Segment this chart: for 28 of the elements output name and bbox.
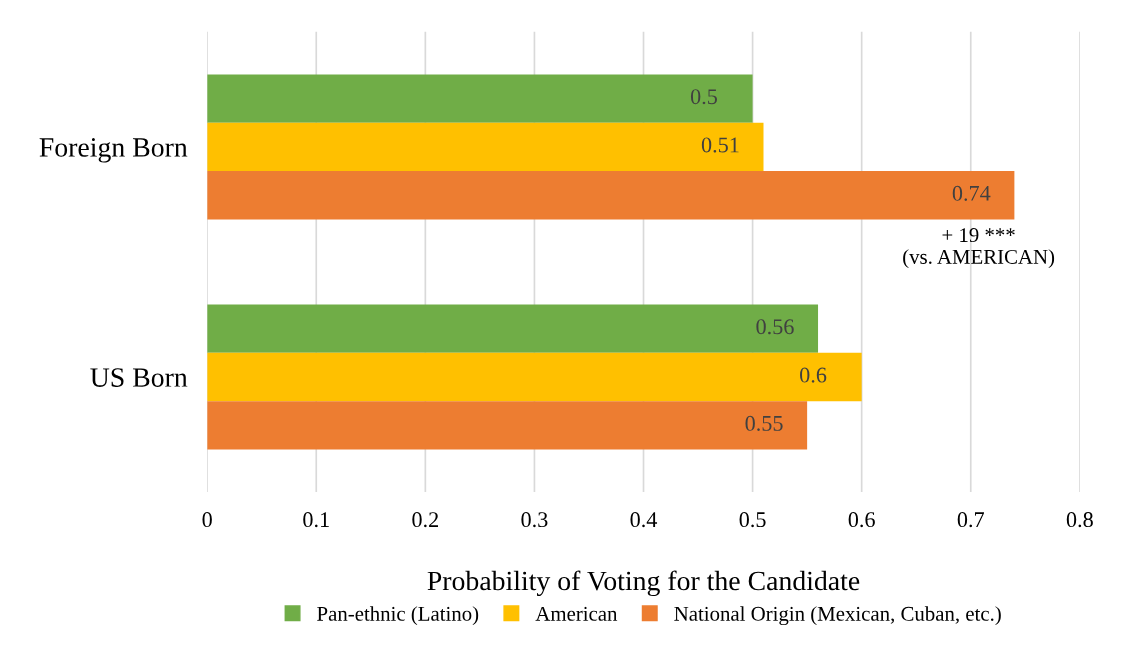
x-axis-title: Probability of Voting for the Candidate [427, 570, 860, 597]
data-label: 0.5 [690, 89, 717, 105]
data-label: 0.74 [952, 185, 991, 201]
x-tick-label: 0 [202, 512, 212, 528]
bar [207, 401, 808, 450]
data-label: 0.51 [701, 137, 739, 153]
x-tick-label: 0.3 [521, 512, 548, 528]
bar [207, 122, 764, 172]
x-tick-label: 0.5 [739, 512, 766, 528]
x-tick-label: 0.6 [848, 512, 875, 528]
x-tick-label: 0.7 [957, 512, 984, 528]
y-tick-label: US Born [90, 368, 188, 387]
legend-label: Pan-ethnic (Latino) [317, 606, 479, 626]
bar [207, 304, 819, 353]
bar [207, 171, 1015, 220]
data-label: 0.6 [800, 367, 827, 383]
x-tick-label: 0.8 [1066, 512, 1093, 528]
annotation: + 19 *** (vs. AMERICAN) [903, 228, 1055, 269]
x-tick-label: 0.2 [412, 512, 439, 528]
bar [207, 352, 862, 402]
data-label: 0.56 [756, 319, 794, 335]
legend-label: American [535, 606, 618, 621]
data-label: 0.55 [745, 415, 783, 431]
x-tick-label: 0.1 [303, 512, 329, 528]
legend-label: National Origin (Mexican, Cuban, etc.) [674, 606, 1001, 626]
x-tick-label: 0.4 [630, 512, 658, 528]
bar [207, 74, 753, 123]
y-tick-label: Foreign Born [39, 138, 188, 163]
